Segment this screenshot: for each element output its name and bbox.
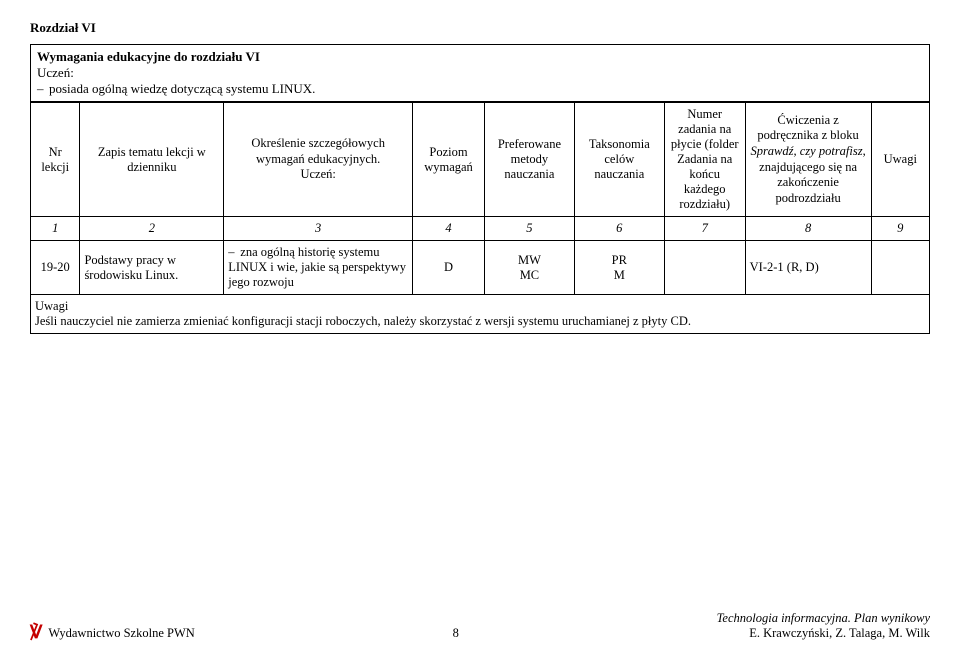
hdr-poziom: Poziom wymagań [413, 103, 485, 217]
table-row: 19-20 Podstawy pracy w środowisku Linux.… [31, 241, 930, 295]
numcell-8: 8 [745, 217, 871, 241]
cell-numer [664, 241, 745, 295]
numcell-6: 6 [574, 217, 664, 241]
cell-metody-b: MC [520, 268, 539, 282]
numcell-7: 7 [664, 217, 745, 241]
uwagi-title: Uwagi [35, 299, 68, 313]
numcell-4: 4 [413, 217, 485, 241]
cell-uwagi [871, 241, 929, 295]
table-number-row: 1 2 3 4 5 6 7 8 9 [31, 217, 930, 241]
publisher-logo-icon: ℣ [30, 623, 42, 641]
footer-right-authors: E. Krawczyński, Z. Talaga, M. Wilk [717, 626, 930, 641]
cell-zapis: Podstawy pracy w środowisku Linux. [80, 241, 224, 295]
numcell-5: 5 [484, 217, 574, 241]
intro-bullet: –posiada ogólną wiedzę dotyczącą systemu… [37, 81, 923, 97]
numcell-9: 9 [871, 217, 929, 241]
numcell-1: 1 [31, 217, 80, 241]
cell-metody: MW MC [484, 241, 574, 295]
footer-publisher: Wydawnictwo Szkolne PWN [48, 626, 194, 641]
footer-right: Technologia informacyjna. Plan wynikowy … [717, 611, 930, 641]
footer-page-number: 8 [453, 626, 459, 641]
hdr-preferowane: Preferowane metody nauczania [484, 103, 574, 217]
cell-takso-b: M [614, 268, 625, 282]
hdr-cwiczenia-b: Sprawdź, czy potrafisz [750, 144, 862, 158]
cell-metody-a: MW [518, 253, 541, 267]
uwagi-text: Jeśli nauczyciel nie zamierza zmieniać k… [35, 314, 691, 328]
hdr-numer-zadania: Numer zadania na płycie (folder Zadania … [664, 103, 745, 217]
numcell-3: 3 [224, 217, 413, 241]
hdr-uwagi: Uwagi [871, 103, 929, 217]
hdr-nr-lekcji: Nr lekcji [31, 103, 80, 217]
intro-box: Wymagania edukacyjne do rozdziału VI Ucz… [30, 44, 930, 102]
hdr-zapis-tematu: Zapis tematu lekcji w dzienniku [80, 103, 224, 217]
cell-takso-a: PR [612, 253, 627, 267]
cell-cwiczenia: VI-2-1 (R, D) [745, 241, 871, 295]
cell-takso: PR M [574, 241, 664, 295]
uwagi-cell: Uwagi Jeśli nauczyciel nie zamierza zmie… [31, 295, 930, 334]
table-uwagi-row: Uwagi Jeśli nauczyciel nie zamierza zmie… [31, 295, 930, 334]
chapter-title: Rozdział VI [30, 20, 930, 36]
hdr-taksonomia: Taksonomia celów nauczania [574, 103, 664, 217]
hdr-cwiczenia: Ćwiczenia z podręcznika z bloku Sprawdź,… [745, 103, 871, 217]
cell-okreslenie: –zna ogólną historię systemu LINUX i wie… [224, 241, 413, 295]
table-header-row: Nr lekcji Zapis tematu lekcji w dziennik… [31, 103, 930, 217]
footer-right-title: Technologia informacyjna. Plan wynikowy [717, 611, 930, 626]
intro-line-uczen: Uczeń: [37, 65, 923, 81]
requirements-table: Nr lekcji Zapis tematu lekcji w dziennik… [30, 102, 930, 334]
cell-nr: 19-20 [31, 241, 80, 295]
intro-title: Wymagania edukacyjne do rozdziału VI [37, 49, 260, 64]
cell-poziom: D [413, 241, 485, 295]
intro-bullet-text: posiada ogólną wiedzę dotyczącą systemu … [49, 81, 315, 96]
cell-okreslenie-text: zna ogólną historię systemu LINUX i wie,… [228, 245, 406, 289]
page-footer: ℣ Wydawnictwo Szkolne PWN 8 Technologia … [30, 611, 930, 641]
hdr-okreslenie-a: Określenie szczegółowych wymagań edukacy… [228, 136, 408, 167]
footer-left: ℣ Wydawnictwo Szkolne PWN [30, 623, 195, 641]
numcell-2: 2 [80, 217, 224, 241]
hdr-okreslenie: Określenie szczegółowych wymagań edukacy… [224, 103, 413, 217]
hdr-okreslenie-b: Uczeń: [228, 167, 408, 183]
hdr-cwiczenia-a: Ćwiczenia z podręcznika z bloku [757, 113, 858, 143]
